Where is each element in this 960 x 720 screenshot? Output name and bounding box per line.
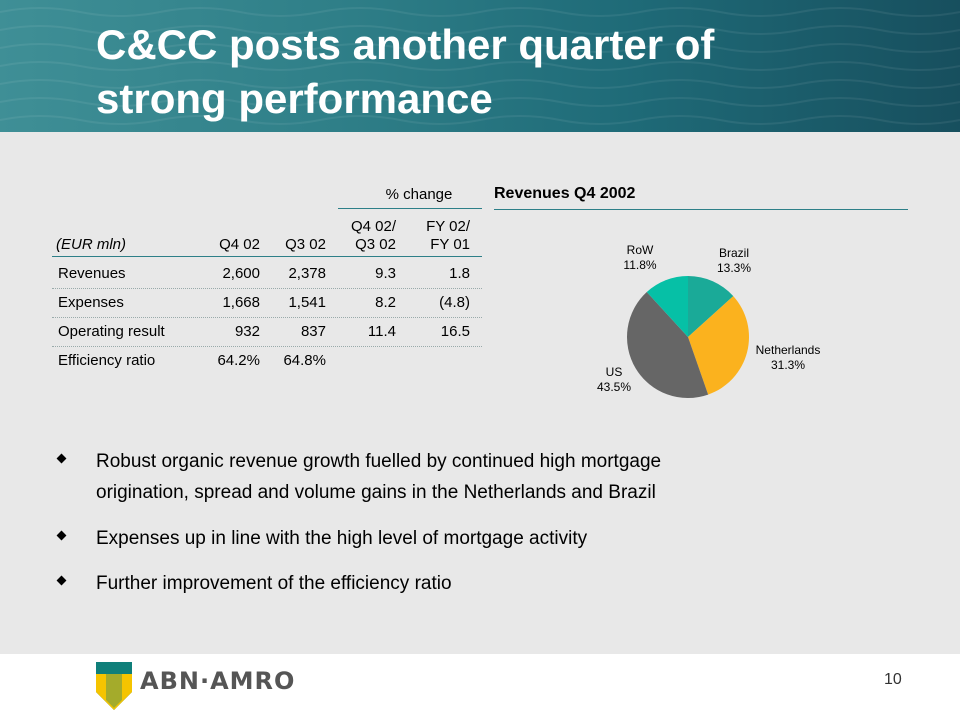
pie-label-netherlands-name: Netherlands (755, 343, 821, 357)
footer (0, 654, 960, 720)
pie-label-us-name: US (605, 365, 623, 379)
cell-q4q3: 11.4 (367, 323, 396, 340)
bullet-text: Robust organic revenue growth fuelled by… (96, 446, 856, 508)
slide-title: C&CC posts another quarter of strong per… (96, 18, 714, 126)
row-divider (52, 346, 482, 347)
pie-label-us: US 43.5% (588, 365, 640, 395)
cell-fy: 1.8 (449, 265, 470, 282)
col-q3-header: Q3 02 (285, 236, 326, 253)
pie-label-row-name: RoW (626, 243, 654, 257)
cell-q3: 1,541 (288, 294, 326, 311)
col-q4q3-header-1: Q4 02/ (350, 218, 396, 235)
logo-text: ABN·AMRO (140, 667, 296, 695)
col-q4q3-header-2: Q3 02 (355, 236, 396, 253)
header-rule (52, 256, 482, 257)
row-label: Revenues (58, 265, 126, 282)
row-label: Operating result (58, 323, 165, 340)
cell-q4: 932 (234, 323, 260, 340)
table-row: Revenues 2,600 2,378 9.3 1.8 (52, 265, 482, 285)
table-row: Expenses 1,668 1,541 8.2 (4.8) (52, 294, 482, 314)
pie-label-brazil-name: Brazil (718, 246, 749, 260)
unit-label: (EUR mln) (56, 236, 126, 253)
cell-q4q3: 9.3 (375, 265, 396, 282)
col-q4-header: Q4 02 (219, 236, 260, 253)
title-line-2: strong performance (96, 75, 493, 122)
bullet-text: Expenses up in line with the high level … (96, 528, 588, 549)
row-divider (52, 288, 482, 289)
slide-body (0, 132, 960, 654)
pie-label-netherlands-pct: 31.3% (770, 358, 806, 372)
table-row: Operating result 932 837 11.4 16.5 (52, 323, 482, 343)
page-number: 10 (884, 671, 902, 688)
bullet-line: origination, spread and volume gains in … (96, 482, 656, 503)
cell-q3: 2,378 (288, 265, 326, 282)
bullet-line: Robust organic revenue growth fuelled by… (96, 451, 662, 472)
pie-label-row-pct: 11.8% (623, 258, 657, 272)
cell-q4: 64.2% (217, 352, 260, 369)
pie-label-us-pct: 43.5% (596, 380, 632, 394)
cell-fy: 16.5 (440, 323, 470, 340)
cell-q3: 837 (300, 323, 326, 340)
bullet-text: Further improvement of the efficiency ra… (96, 573, 452, 594)
row-label: Efficiency ratio (58, 352, 156, 369)
pie-label-row: RoW 11.8% (610, 243, 670, 273)
row-divider (52, 317, 482, 318)
pie-label-netherlands: Netherlands 31.3% (746, 343, 830, 373)
row-label: Expenses (58, 294, 124, 311)
abn-amro-shield-logo (96, 662, 132, 710)
pct-change-rule (338, 208, 482, 209)
cell-q3: 64.8% (283, 352, 326, 369)
table-row: Efficiency ratio 64.2% 64.8% (52, 352, 482, 372)
wave-pattern (0, 7, 960, 125)
col-fy-header-1: FY 02/ (426, 218, 470, 235)
cell-q4: 2,600 (222, 265, 260, 282)
pie-title-rule (494, 209, 908, 210)
pie-label-brazil: Brazil 13.3% (704, 246, 764, 276)
pct-change-header: % change (385, 186, 453, 203)
cell-q4q3: 8.2 (375, 294, 396, 311)
title-line-1: C&CC posts another quarter of (96, 21, 715, 68)
cell-q4: 1,668 (222, 294, 260, 311)
col-fy-header-2: FY 01 (430, 236, 470, 253)
cell-fy: (4.8) (439, 294, 470, 311)
pie-title: Revenues Q4 2002 (494, 185, 636, 202)
pie-label-brazil-pct: 13.3% (716, 261, 752, 275)
header-banner: C&CC posts another quarter of strong per… (0, 0, 960, 132)
